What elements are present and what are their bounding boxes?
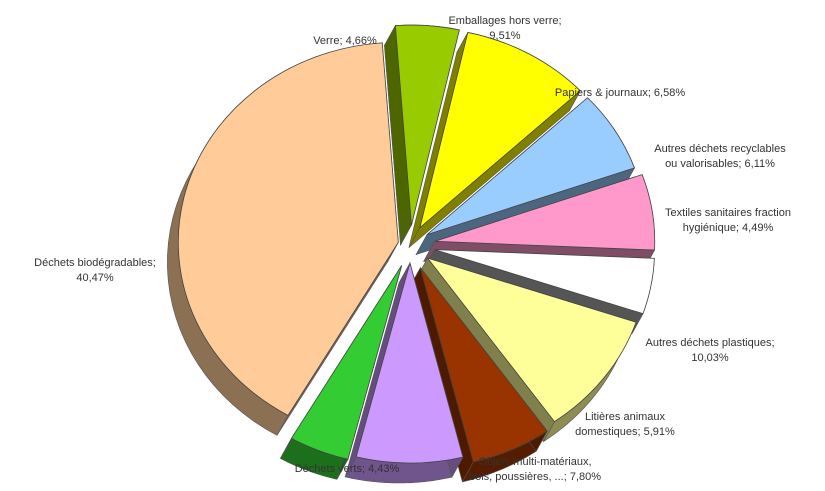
- slice-label-7: Objets multi-matériaux, bois, poussières…: [468, 456, 602, 483]
- slice-emballages-hors-verre: [419, 31, 581, 229]
- slice-label-2: Papiers & journaux; 6,58%: [554, 87, 686, 99]
- slice-autres-d-chets-recyclables-ou-valorisables: [434, 174, 656, 251]
- slice-liti-res-animaux-domestiques: [420, 267, 548, 463]
- slice-label-8: Déchets verts; 4,43%: [294, 463, 400, 475]
- slice-label-1: Emballages hors verre; 9,51%: [448, 15, 562, 42]
- slice-label-3: Autres déchets recyclables ou valorisabl…: [654, 143, 786, 170]
- slice-textiles-sanitaires-fraction-hygi-nique: [434, 249, 655, 315]
- slice-label-6: Litières animaux domestiques; 5,91%: [575, 411, 675, 438]
- slice-verre: [394, 24, 460, 226]
- slice-papiers-journaux: [426, 97, 636, 235]
- slice-autres-d-chets-plastiques: [426, 257, 637, 423]
- slice-objets-multi-mat-riaux-bois-poussi-res: [355, 261, 464, 464]
- slice-d-chets-biod-gradables: [177, 42, 399, 416]
- slice-label-9: Déchets biodégradables; 40,47%: [34, 257, 156, 284]
- slice-label-5: Autres déchets plastiques; 10,03%: [645, 337, 775, 364]
- slice-d-chets-verts: [290, 265, 403, 460]
- slice-label-4: Textiles sanitaires fraction hygiénique;…: [665, 207, 791, 234]
- slice-label-0: Verre; 4,66%: [313, 35, 377, 47]
